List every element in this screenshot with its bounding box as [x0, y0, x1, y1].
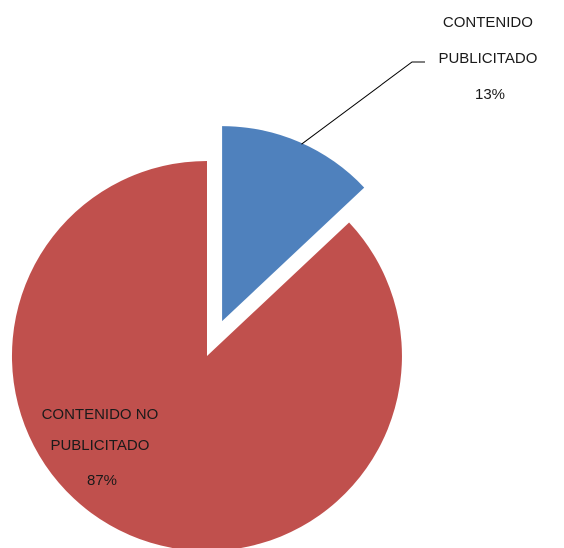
data-label-publicitado: CONTENIDO PUBLICITADO 13%	[438, 14, 541, 103]
data-label-publicitado-line-2: PUBLICITADO	[438, 50, 537, 67]
data-label-no-publicitado-percent: 87%	[87, 472, 117, 489]
pie-slice-contenido-no-publicitado	[12, 161, 402, 548]
pie-slice-contenido-publicitado	[222, 126, 365, 322]
data-label-publicitado-percent: 13%	[475, 86, 505, 103]
data-label-no-publicitado: CONTENIDO NO PUBLICITADO 87%	[42, 406, 163, 489]
data-label-no-publicitado-line-1: CONTENIDO NO	[42, 406, 159, 423]
leader-line	[301, 61, 425, 145]
data-label-publicitado-line-1: CONTENIDO	[443, 14, 533, 31]
data-label-no-publicitado-line-2: PUBLICITADO	[50, 437, 149, 454]
